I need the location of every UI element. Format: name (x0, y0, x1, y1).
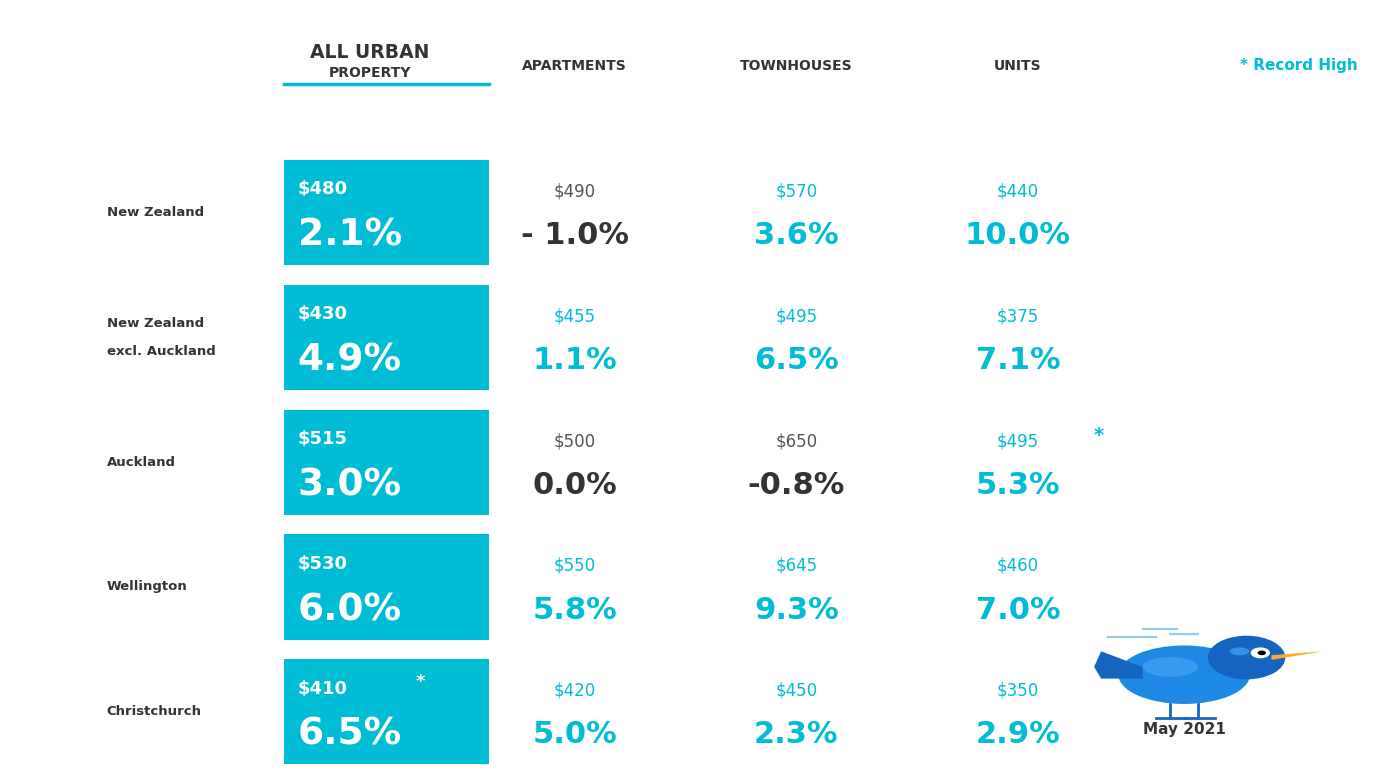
Circle shape (1258, 651, 1266, 655)
Text: $450: $450 (776, 682, 817, 700)
Text: 5.3%: 5.3% (975, 471, 1061, 500)
Text: $570: $570 (776, 183, 817, 200)
Text: *: * (1094, 427, 1104, 445)
Text: 10.0%: 10.0% (965, 222, 1071, 250)
FancyBboxPatch shape (284, 160, 489, 265)
FancyBboxPatch shape (284, 410, 489, 515)
Text: 2.9%: 2.9% (975, 721, 1061, 750)
Text: $515: $515 (298, 430, 348, 448)
Text: TOWNHOUSES: TOWNHOUSES (740, 58, 853, 73)
Text: 7.0%: 7.0% (975, 596, 1061, 625)
Text: 7.1%: 7.1% (975, 346, 1061, 375)
Text: 6.5%: 6.5% (753, 346, 839, 375)
Text: 9.3%: 9.3% (753, 596, 839, 625)
Text: 6.0%: 6.0% (298, 592, 402, 628)
Polygon shape (1271, 651, 1323, 660)
Text: 1.1%: 1.1% (532, 346, 618, 375)
Text: $495: $495 (776, 307, 817, 325)
Text: $410: $410 (298, 679, 348, 697)
Text: Wellington: Wellington (107, 580, 187, 594)
Text: 2.3%: 2.3% (753, 721, 839, 750)
Text: Auckland: Auckland (107, 456, 176, 469)
Text: $530: $530 (298, 555, 348, 573)
Text: $645: $645 (776, 557, 817, 575)
Ellipse shape (1230, 647, 1249, 655)
Ellipse shape (1119, 646, 1249, 704)
Text: $455: $455 (554, 307, 596, 325)
Polygon shape (1094, 651, 1143, 679)
Text: New Zealand: New Zealand (107, 206, 204, 219)
Text: May 2021: May 2021 (1143, 722, 1226, 737)
Text: 5.0%: 5.0% (532, 721, 618, 750)
Circle shape (1251, 647, 1270, 658)
Text: 2.1%: 2.1% (298, 218, 402, 254)
Text: excl. Auckland: excl. Auckland (107, 345, 216, 358)
Text: New Zealand: New Zealand (107, 317, 204, 330)
FancyBboxPatch shape (284, 285, 489, 390)
Text: $650: $650 (776, 432, 817, 450)
Ellipse shape (1143, 657, 1198, 676)
Text: $495: $495 (997, 432, 1039, 450)
Text: $490: $490 (554, 183, 596, 200)
Text: $500: $500 (554, 432, 596, 450)
Circle shape (1208, 636, 1285, 679)
Text: Christchurch: Christchurch (107, 705, 202, 718)
Text: UNITS: UNITS (994, 58, 1042, 73)
Text: $420: $420 (554, 682, 596, 700)
FancyBboxPatch shape (284, 659, 489, 764)
Text: $375: $375 (997, 307, 1039, 325)
Text: 3.0%: 3.0% (298, 467, 402, 503)
Text: 6.5%: 6.5% (298, 717, 402, 753)
Text: *: * (416, 673, 425, 691)
Text: 3.6%: 3.6% (753, 222, 839, 250)
Text: PROPERTY: PROPERTY (328, 66, 411, 80)
Text: 5.8%: 5.8% (532, 596, 618, 625)
Text: -0.8%: -0.8% (748, 471, 845, 500)
Text: $430: $430 (298, 305, 348, 323)
Text: $440: $440 (997, 183, 1039, 200)
Text: $550: $550 (554, 557, 596, 575)
Text: * Record High: * Record High (1240, 58, 1357, 73)
FancyBboxPatch shape (284, 534, 489, 640)
Text: $350: $350 (997, 682, 1039, 700)
Text: APARTMENTS: APARTMENTS (522, 58, 627, 73)
Text: ALL URBAN: ALL URBAN (310, 44, 429, 62)
Text: $480: $480 (298, 180, 348, 198)
Text: - 1.0%: - 1.0% (521, 222, 629, 250)
Text: 0.0%: 0.0% (532, 471, 618, 500)
Text: $460: $460 (997, 557, 1039, 575)
Text: 4.9%: 4.9% (298, 342, 402, 378)
